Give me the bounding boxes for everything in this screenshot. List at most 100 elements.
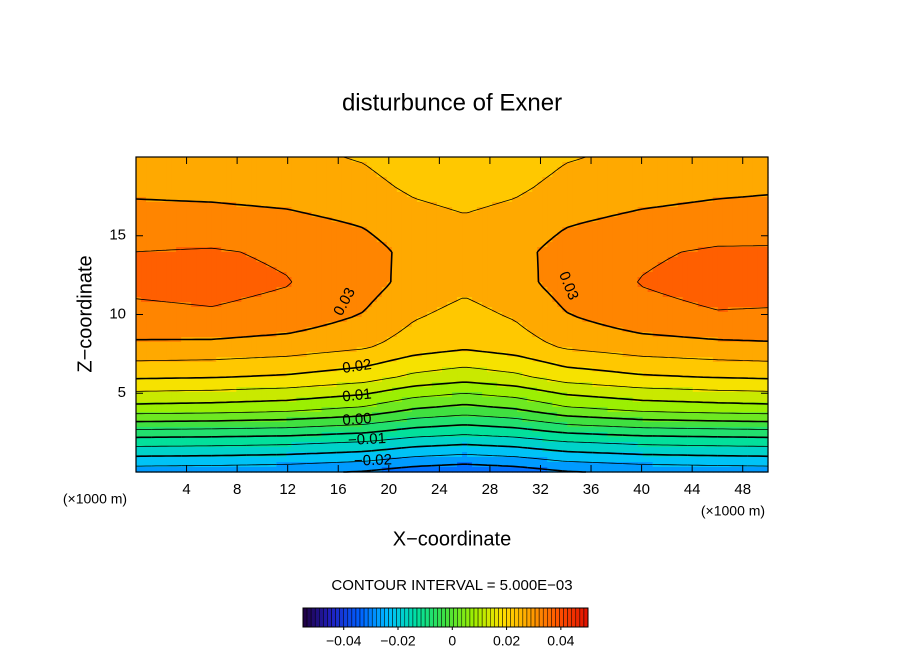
field-cell	[336, 247, 343, 253]
field-cell	[502, 202, 508, 208]
field-cell	[286, 267, 293, 273]
field-cell	[622, 212, 629, 218]
field-cell	[351, 317, 358, 323]
field-cell	[181, 277, 187, 283]
field-cell	[587, 172, 594, 178]
field-cell	[547, 257, 553, 263]
field-cell	[186, 232, 192, 238]
field-cell	[547, 337, 553, 343]
field-cell	[366, 352, 373, 358]
field-cell	[441, 267, 448, 273]
field-cell	[356, 167, 363, 173]
field-cell	[702, 322, 709, 328]
field-cell	[381, 247, 388, 253]
field-cell	[722, 197, 729, 203]
field-cell	[441, 242, 448, 248]
field-cell	[276, 222, 283, 228]
field-cell	[431, 222, 438, 228]
field-cell	[436, 222, 443, 228]
field-cell	[597, 292, 604, 298]
field-cell	[266, 352, 273, 358]
field-cell	[421, 207, 428, 213]
field-cell	[702, 307, 709, 313]
field-cell	[446, 342, 453, 348]
field-cell	[211, 327, 217, 333]
field-cell	[176, 297, 182, 303]
field-cell	[572, 232, 578, 238]
field-cell	[421, 162, 428, 168]
field-cell	[161, 297, 167, 303]
field-cell	[366, 192, 373, 198]
field-cell	[341, 197, 348, 203]
field-cell	[757, 222, 764, 228]
field-cell	[401, 217, 408, 223]
field-cell	[151, 247, 157, 253]
field-cell	[241, 287, 247, 293]
field-cell	[216, 212, 222, 218]
field-cell	[602, 187, 609, 193]
field-cell	[602, 232, 609, 238]
field-cell	[622, 177, 629, 183]
field-cell	[597, 217, 604, 223]
field-cell	[637, 277, 644, 283]
field-cell	[577, 192, 584, 198]
field-cell	[507, 272, 513, 278]
field-cell	[547, 272, 553, 278]
field-cell	[527, 202, 533, 208]
field-cell	[436, 312, 443, 318]
field-cell	[452, 227, 458, 233]
field-cell	[717, 317, 724, 323]
field-cell	[472, 347, 478, 353]
field-cell	[166, 222, 172, 228]
field-cell	[321, 342, 328, 348]
field-cell	[231, 157, 237, 163]
field-cell	[712, 292, 719, 298]
field-cell	[361, 192, 368, 198]
field-cell	[371, 197, 378, 203]
field-cell	[241, 222, 247, 228]
field-cell	[647, 177, 654, 183]
field-cell	[316, 262, 323, 268]
field-cell	[652, 232, 659, 238]
field-cell	[291, 157, 298, 163]
field-cell	[482, 297, 488, 303]
field-cell	[487, 162, 493, 168]
field-cell	[657, 162, 664, 168]
field-cell	[487, 262, 493, 268]
field-cell	[757, 157, 764, 163]
field-cell	[336, 252, 343, 258]
field-cell	[426, 242, 433, 248]
field-cell	[251, 332, 257, 338]
field-cell	[582, 252, 589, 258]
field-cell	[436, 297, 443, 303]
field-cell	[426, 207, 433, 213]
field-cell	[742, 327, 749, 333]
field-cell	[261, 227, 268, 233]
field-cell	[301, 302, 308, 308]
field-cell	[667, 242, 674, 248]
field-cell	[652, 267, 659, 273]
field-cell	[672, 232, 679, 238]
field-cell	[677, 317, 684, 323]
field-cell	[672, 347, 679, 353]
field-cell	[441, 317, 448, 323]
field-cell	[567, 347, 573, 353]
field-cell	[236, 282, 242, 288]
field-cell	[567, 232, 573, 238]
field-cell	[231, 232, 237, 238]
field-cell	[522, 157, 528, 163]
field-cell	[441, 177, 448, 183]
field-cell	[296, 242, 303, 248]
field-cell	[231, 172, 237, 178]
field-cell	[196, 167, 202, 173]
field-cell	[612, 252, 619, 258]
field-cell	[271, 212, 278, 218]
field-cell	[692, 342, 699, 348]
field-cell	[421, 187, 428, 193]
field-cell	[737, 332, 744, 338]
field-cell	[552, 312, 558, 318]
field-cell	[522, 222, 528, 228]
field-cell	[737, 327, 744, 333]
field-cell	[256, 182, 262, 188]
field-cell	[271, 202, 278, 208]
